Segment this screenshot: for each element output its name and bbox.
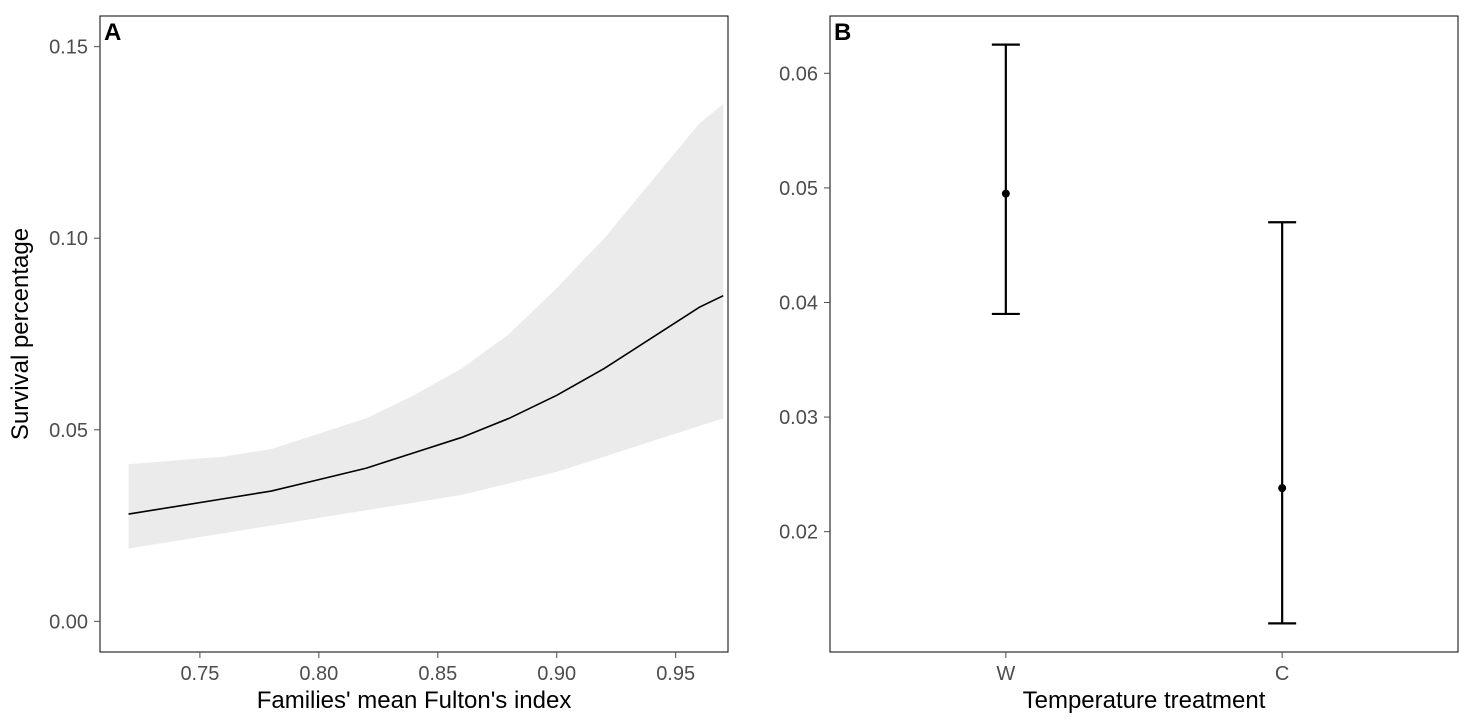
x-axis-label: Families' mean Fulton's index	[257, 687, 572, 714]
figure: 0.75 0.80 0.85 0.90 0.95 0.00 0.05 0.10 0.15 A Fam…	[0, 0, 1465, 726]
panel-label: B	[834, 19, 851, 46]
y-tick-label: 0.06	[779, 63, 818, 85]
x-tick-label: 0.80	[299, 663, 338, 685]
x-axis-label: Temperature treatment	[1023, 687, 1266, 714]
x-tick-label: W	[996, 663, 1015, 685]
y-tick-label: 0.05	[49, 420, 88, 442]
y-tick-label: 0.00	[49, 611, 88, 633]
y-tick-label: 0.05	[779, 178, 818, 200]
x-tick-label: 0.85	[418, 663, 457, 685]
x-tick-label: C	[1275, 663, 1289, 685]
panel-a: 0.75 0.80 0.85 0.90 0.95 0.00 0.05 0.10 0.15 A Fam…	[7, 16, 728, 714]
y-tick-label: 0.10	[49, 228, 88, 250]
y-axis-label: Survival percentage	[7, 228, 34, 440]
panel-b: 0.02 0.03 0.04 0.05 0.06 W C B Temperature treat…	[779, 16, 1458, 714]
x-tick-label: 0.95	[656, 663, 695, 685]
y-tick-label: 0.03	[779, 407, 818, 429]
panel-label: A	[104, 19, 121, 46]
y-tick-label: 0.04	[779, 292, 818, 314]
y-tick-label: 0.02	[779, 522, 818, 544]
y-tick-label: 0.15	[49, 37, 88, 59]
x-tick-label: 0.75	[180, 663, 219, 685]
x-tick-label: 0.90	[537, 663, 576, 685]
figure-svg: 0.75 0.80 0.85 0.90 0.95 0.00 0.05 0.10 0.15 A Fam…	[0, 0, 1465, 726]
